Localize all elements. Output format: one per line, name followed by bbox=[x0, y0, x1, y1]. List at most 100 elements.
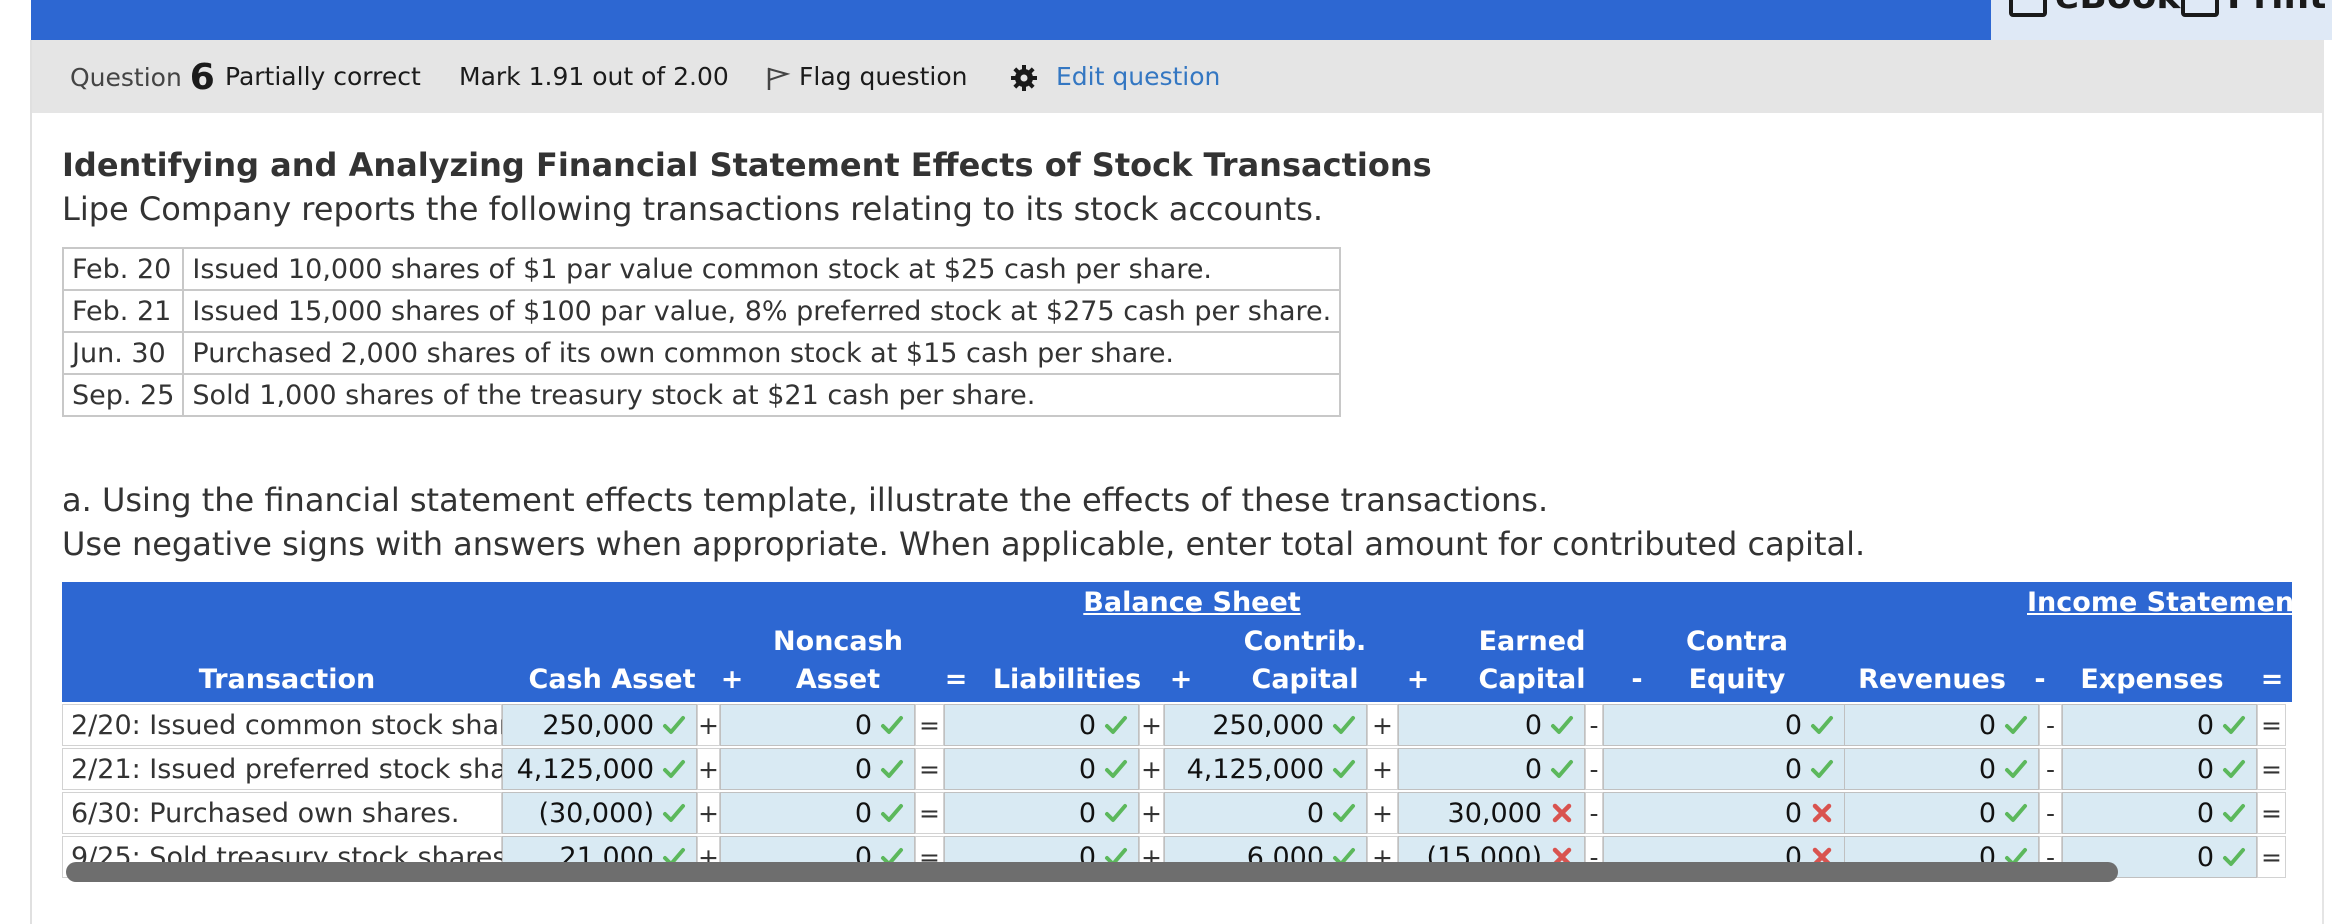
question-label: Question bbox=[70, 63, 182, 92]
revenues-input[interactable]: 0 bbox=[1844, 792, 2039, 834]
contra-input[interactable]: 0 bbox=[1603, 704, 1845, 746]
contra-value: 0 bbox=[1784, 754, 1802, 785]
check-icon bbox=[2004, 757, 2028, 781]
question-status: Partially correct bbox=[225, 62, 421, 91]
transaction-date: Feb. 21 bbox=[61, 289, 185, 333]
operator-equals: = bbox=[915, 704, 944, 746]
check-icon bbox=[1332, 801, 1356, 825]
horizontal-scrollbar[interactable] bbox=[66, 862, 2118, 882]
liabilities-input[interactable]: 0 bbox=[944, 748, 1139, 790]
earned-input[interactable]: 0 bbox=[1398, 704, 1585, 746]
check-icon bbox=[1810, 713, 1834, 737]
header-revenues: Revenues bbox=[1858, 664, 2006, 695]
income-statement-link[interactable]: Income Statement bbox=[2027, 587, 2292, 618]
operator-minus: - bbox=[1585, 792, 1603, 834]
expenses-input[interactable]: 0 bbox=[2062, 748, 2257, 790]
revenues-value: 0 bbox=[1978, 710, 1996, 741]
check-icon bbox=[880, 801, 904, 825]
expenses-input[interactable]: 0 bbox=[2062, 836, 2257, 878]
balance-sheet-link[interactable]: Balance Sheet bbox=[1083, 587, 1301, 618]
revenues-input[interactable]: 0 bbox=[1844, 704, 2039, 746]
template-row: 2/21: Issued preferred stock shares. 4,12… bbox=[62, 748, 2292, 792]
row-transaction-label: 2/21: Issued preferred stock shares. bbox=[62, 748, 556, 790]
top-actions: eBook Print bbox=[1991, 0, 2332, 40]
print-label: Print bbox=[2227, 0, 2326, 17]
contrib-input[interactable]: 0 bbox=[1164, 792, 1367, 834]
transaction-date: Jun. 30 bbox=[61, 331, 185, 375]
noncash-input[interactable]: 0 bbox=[720, 704, 915, 746]
operator-equals: = bbox=[915, 748, 944, 790]
check-icon bbox=[662, 801, 686, 825]
contrib-input[interactable]: 250,000 bbox=[1164, 704, 1367, 746]
revenues-value: 0 bbox=[1978, 754, 1996, 785]
cash-input[interactable]: (30,000) bbox=[502, 792, 697, 834]
print-button[interactable]: Print bbox=[2181, 0, 2326, 17]
noncash-value: 0 bbox=[854, 754, 872, 785]
check-icon bbox=[1332, 713, 1356, 737]
operator-minus: - bbox=[2039, 748, 2062, 790]
expenses-value: 0 bbox=[2196, 842, 2214, 873]
contra-input[interactable]: 0 bbox=[1603, 792, 1845, 834]
check-icon bbox=[662, 713, 686, 737]
flag-question-button[interactable]: Flag question bbox=[765, 62, 967, 91]
revenues-input[interactable]: 0 bbox=[1844, 748, 2039, 790]
earned-value: 30,000 bbox=[1447, 798, 1542, 829]
row-transaction-label: 2/20: Issued common stock shares bbox=[62, 704, 540, 746]
operator-minus: - bbox=[2039, 792, 2062, 834]
contrib-input[interactable]: 4,125,000 bbox=[1164, 748, 1367, 790]
top-banner bbox=[31, 0, 1991, 40]
liabilities-input[interactable]: 0 bbox=[944, 792, 1139, 834]
header-contrib-2: Capital bbox=[1251, 664, 1359, 695]
header-transaction: Transaction bbox=[198, 664, 376, 695]
liabilities-value: 0 bbox=[1078, 798, 1096, 829]
operator-minus: - bbox=[1585, 704, 1603, 746]
header-op-equals: = bbox=[944, 664, 968, 695]
contrib-value: 4,125,000 bbox=[1186, 754, 1324, 785]
cash-input[interactable]: 4,125,000 bbox=[502, 748, 697, 790]
earned-value: 0 bbox=[1524, 754, 1542, 785]
header-op-minus: - bbox=[1631, 664, 1643, 695]
operator-plus: + bbox=[1367, 792, 1398, 834]
check-icon bbox=[1550, 713, 1574, 737]
header-op-plus: + bbox=[720, 664, 744, 695]
check-icon bbox=[1104, 713, 1128, 737]
transaction-date: Sep. 25 bbox=[61, 373, 185, 417]
contra-value: 0 bbox=[1784, 710, 1802, 741]
noncash-value: 0 bbox=[854, 798, 872, 829]
edit-question-link[interactable]: Edit question bbox=[1010, 62, 1220, 92]
check-icon bbox=[880, 757, 904, 781]
operator-equals: = bbox=[915, 792, 944, 834]
header-contra-1: Contra bbox=[1685, 626, 1789, 657]
cash-input[interactable]: 250,000 bbox=[502, 704, 697, 746]
transaction-text: Purchased 2,000 shares of its own common… bbox=[182, 331, 1342, 375]
transaction-row: Feb. 21 Issued 15,000 shares of $100 par … bbox=[61, 289, 1342, 333]
header-op-equals: = bbox=[2260, 664, 2284, 695]
cash-value: (30,000) bbox=[538, 798, 654, 829]
earned-input[interactable]: 30,000 bbox=[1398, 792, 1585, 834]
liabilities-value: 0 bbox=[1078, 754, 1096, 785]
part-a-note: Use negative signs with answers when app… bbox=[62, 525, 1866, 563]
question-number: 6 bbox=[189, 57, 215, 98]
liabilities-input[interactable]: 0 bbox=[944, 704, 1139, 746]
check-icon bbox=[1104, 757, 1128, 781]
operator-equals: = bbox=[2257, 704, 2286, 746]
noncash-input[interactable]: 0 bbox=[720, 748, 915, 790]
gear-icon bbox=[1011, 65, 1037, 91]
row-transaction-label: 6/30: Purchased own shares. bbox=[62, 792, 502, 834]
revenues-value: 0 bbox=[1978, 798, 1996, 829]
part-a-instructions: a. Using the financial statement effects… bbox=[62, 481, 1549, 519]
earned-input[interactable]: 0 bbox=[1398, 748, 1585, 790]
cross-icon bbox=[1810, 845, 1834, 869]
transaction-text: Sold 1,000 shares of the treasury stock … bbox=[182, 373, 1342, 417]
check-icon bbox=[1332, 757, 1356, 781]
transaction-text: Issued 15,000 shares of $100 par value, … bbox=[182, 289, 1342, 333]
noncash-input[interactable]: 0 bbox=[720, 792, 915, 834]
page-left-border bbox=[30, 40, 32, 924]
expenses-input[interactable]: 0 bbox=[2062, 704, 2257, 746]
operator-minus: - bbox=[2039, 704, 2062, 746]
book-icon bbox=[2009, 0, 2047, 17]
header-earned-2: Capital bbox=[1478, 664, 1586, 695]
expenses-input[interactable]: 0 bbox=[2062, 792, 2257, 834]
ebook-button[interactable]: eBook bbox=[2009, 0, 2180, 17]
contra-input[interactable]: 0 bbox=[1603, 748, 1845, 790]
